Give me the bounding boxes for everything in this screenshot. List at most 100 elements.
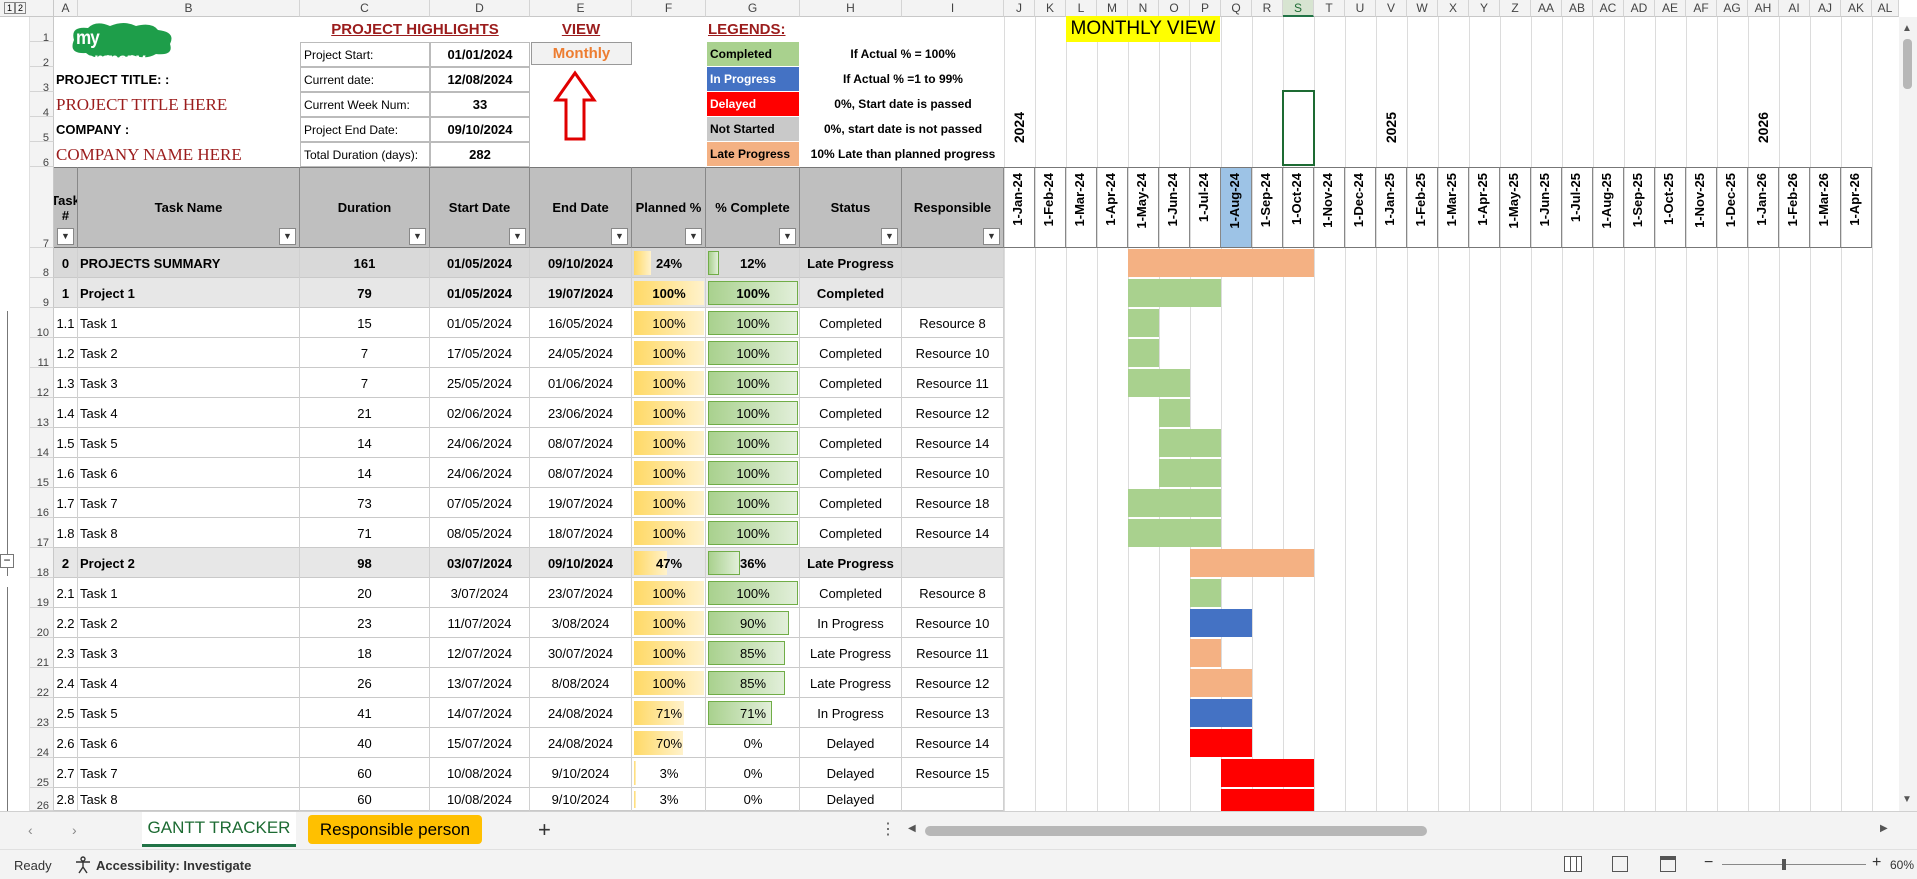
column-header-AD[interactable]: AD (1624, 0, 1655, 17)
cell-end[interactable]: 09/10/2024 (530, 248, 632, 278)
cell-complete[interactable]: 0% (706, 758, 800, 788)
column-header-AE[interactable]: AE (1655, 0, 1686, 17)
cell-name[interactable]: Task 3 (78, 368, 300, 398)
cell-start[interactable]: 15/07/2024 (430, 728, 530, 758)
cell-responsible[interactable]: Resource 15 (902, 758, 1004, 788)
cell-id[interactable]: 1.6 (54, 458, 78, 488)
row-header-7[interactable]: 7 (30, 167, 54, 250)
column-header-L[interactable]: L (1066, 0, 1097, 17)
cell-end[interactable]: 19/07/2024 (530, 278, 632, 308)
highlight-value[interactable]: 09/10/2024 (430, 117, 530, 142)
select-all-corner[interactable] (30, 0, 54, 17)
cell-name[interactable]: Task 3 (78, 638, 300, 668)
cell-start[interactable]: 14/07/2024 (430, 698, 530, 728)
cell-complete[interactable]: 100% (706, 338, 800, 368)
outline-level-1-button[interactable]: 1 (4, 2, 15, 14)
cell-start[interactable]: 02/06/2024 (430, 398, 530, 428)
cell-id[interactable]: 1.5 (54, 428, 78, 458)
row-header-13[interactable]: 13 (30, 398, 54, 429)
table-row[interactable]: 2.3 Task 3 18 12/07/2024 30/07/2024 100% 85% La… (54, 638, 1004, 668)
cell-planned[interactable]: 100% (632, 398, 706, 428)
accessibility-status[interactable]: Accessibility: Investigate (96, 858, 252, 873)
column-header-A[interactable]: A (54, 0, 78, 17)
column-header-M[interactable]: M (1097, 0, 1128, 17)
cell-end[interactable]: 01/06/2024 (530, 368, 632, 398)
cell-complete[interactable]: 100% (706, 308, 800, 338)
prev-sheet-icon[interactable]: ‹ (28, 822, 33, 838)
cell-id[interactable]: 2.5 (54, 698, 78, 728)
column-header-J[interactable]: J (1004, 0, 1035, 17)
row-header-15[interactable]: 15 (30, 458, 54, 489)
cell-id[interactable]: 2.4 (54, 668, 78, 698)
column-header-N[interactable]: N (1128, 0, 1159, 17)
cell-id[interactable]: 1.8 (54, 518, 78, 548)
cell-responsible[interactable]: Resource 8 (902, 308, 1004, 338)
cell-dur[interactable]: 21 (300, 398, 430, 428)
cell-planned[interactable]: 70% (632, 728, 706, 758)
table-row[interactable]: 1.2 Task 2 7 17/05/2024 24/05/2024 100% 100% Co… (54, 338, 1004, 368)
column-header-AK[interactable]: AK (1841, 0, 1872, 17)
cell-responsible[interactable] (902, 248, 1004, 278)
cell-planned[interactable]: 47% (632, 548, 706, 578)
row-header-26[interactable]: 26 (30, 788, 54, 812)
cell-end[interactable]: 08/07/2024 (530, 428, 632, 458)
column-header-R[interactable]: R (1252, 0, 1283, 17)
cell-start[interactable]: 12/07/2024 (430, 638, 530, 668)
table-row[interactable]: 1.1 Task 1 15 01/05/2024 16/05/2024 100% 100% C… (54, 308, 1004, 338)
cell-status[interactable]: Completed (800, 278, 902, 308)
filter-dropdown-icon[interactable]: ▼ (881, 228, 898, 245)
cell-id[interactable]: 1.4 (54, 398, 78, 428)
cell-planned[interactable]: 100% (632, 308, 706, 338)
cell-end[interactable]: 3/08/2024 (530, 608, 632, 638)
cell-status[interactable]: Completed (800, 368, 902, 398)
cell-complete[interactable]: 85% (706, 638, 800, 668)
cell-end[interactable]: 9/10/2024 (530, 788, 632, 811)
cell-id[interactable]: 0 (54, 248, 78, 278)
filter-dropdown-icon[interactable]: ▼ (279, 228, 296, 245)
cell-start[interactable]: 24/06/2024 (430, 428, 530, 458)
table-row[interactable]: 1.4 Task 4 21 02/06/2024 23/06/2024 100% 100% C… (54, 398, 1004, 428)
cell-complete[interactable]: 100% (706, 578, 800, 608)
cell-name[interactable]: Task 1 (78, 308, 300, 338)
cell-id[interactable]: 2.2 (54, 608, 78, 638)
row-header-22[interactable]: 22 (30, 668, 54, 699)
table-row[interactable]: 0 PROJECTS SUMMARY 161 01/05/2024 09/10/2024… (54, 248, 1004, 278)
cell-start[interactable]: 01/05/2024 (430, 278, 530, 308)
column-header-O[interactable]: O (1159, 0, 1190, 17)
next-sheet-icon[interactable]: › (72, 822, 77, 838)
page-break-preview-icon[interactable] (1660, 856, 1676, 872)
company-value[interactable]: COMPANY NAME HERE (56, 145, 242, 164)
cell-planned[interactable]: 100% (632, 278, 706, 308)
cell-start[interactable]: 24/06/2024 (430, 458, 530, 488)
cell-complete[interactable]: 100% (706, 368, 800, 398)
sheet-tab-responsible-person[interactable]: Responsible person (308, 815, 482, 844)
cell-end[interactable]: 23/06/2024 (530, 398, 632, 428)
cell-complete[interactable]: 100% (706, 458, 800, 488)
row-header-24[interactable]: 24 (30, 728, 54, 759)
cell-name[interactable]: Task 1 (78, 578, 300, 608)
zoom-in-button[interactable]: + (1872, 854, 1882, 871)
cell-name[interactable]: Task 8 (78, 518, 300, 548)
column-header-G[interactable]: G (706, 0, 800, 17)
highlight-value[interactable]: 282 (430, 142, 530, 167)
cell-end[interactable]: 24/08/2024 (530, 728, 632, 758)
table-row[interactable]: 2.1 Task 1 20 3/07/2024 23/07/2024 100% 100% Co… (54, 578, 1004, 608)
column-header-E[interactable]: E (530, 0, 632, 17)
cell-dur[interactable]: 14 (300, 428, 430, 458)
cell-start[interactable]: 01/05/2024 (430, 308, 530, 338)
cell-complete[interactable]: 100% (706, 428, 800, 458)
column-header-P[interactable]: P (1190, 0, 1221, 17)
row-header-4[interactable]: 4 (30, 92, 54, 119)
cell-complete[interactable]: 100% (706, 398, 800, 428)
row-header-17[interactable]: 17 (30, 518, 54, 549)
cell-id[interactable]: 2 (54, 548, 78, 578)
filter-dropdown-icon[interactable]: ▼ (611, 228, 628, 245)
sheet-tab-gantt-tracker[interactable]: GANTT TRACKER (142, 812, 296, 847)
cell-dur[interactable]: 98 (300, 548, 430, 578)
cell-end[interactable]: 08/07/2024 (530, 458, 632, 488)
column-header-F[interactable]: F (632, 0, 706, 17)
column-header-AC[interactable]: AC (1593, 0, 1624, 17)
normal-view-icon[interactable] (1564, 856, 1582, 872)
vertical-scroll-thumb[interactable] (1903, 39, 1912, 89)
cell-name[interactable]: Task 4 (78, 668, 300, 698)
